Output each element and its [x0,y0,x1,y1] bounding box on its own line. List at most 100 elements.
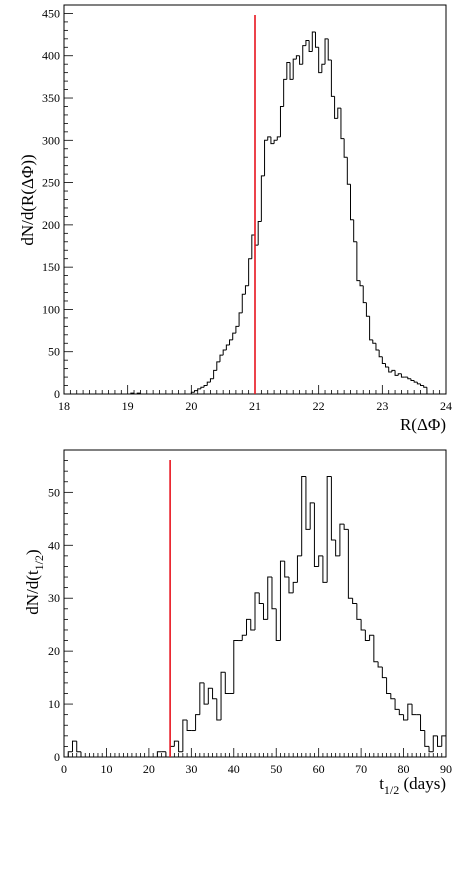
histogram-bin [139,393,144,395]
histogram-bin [416,382,421,385]
x-tick-label: 20 [143,762,155,776]
histogram-bin [386,677,391,694]
histogram-bin [267,576,272,620]
histogram-bin [318,555,323,567]
histogram-bin [350,184,354,221]
histogram-bin [428,746,434,753]
histogram-bin [360,619,366,631]
x-axis-label: t1/2 (days) [379,774,446,797]
histogram-bin [365,302,370,317]
chart-half-life: 0 10 20 30 40 50 60 70 80 90 0 10 20 30 40 50 t1/2 (days… [23,449,452,797]
y-tick-label: 200 [42,218,60,232]
y-tick-label: 20 [48,644,60,658]
histogram-bin [441,735,446,747]
histogram-bin [173,740,179,747]
histogram-bin [321,63,326,73]
histogram-bin [224,672,230,694]
histogram-bin [335,539,340,557]
histogram-bin [302,45,306,65]
histogram-bin [394,698,400,710]
histogram-bin [190,391,195,394]
histogram-bin [390,693,396,700]
histogram-bin [186,719,192,732]
x-tick-label: 18 [58,399,70,413]
histogram-bin [337,107,341,119]
histogram-bin [292,581,298,593]
histogram-bin [200,386,205,389]
histogram-bin [254,592,260,630]
histogram-bin [286,62,291,80]
y-tick-label: 400 [42,49,60,63]
histogram-bin [216,361,220,371]
x-tick-label: 70 [355,762,367,776]
histogram-bin [260,175,265,222]
histogram-bin [311,31,316,52]
y-tick-label: 350 [42,91,60,105]
histogram-bin [71,740,77,752]
histogram-bin [362,285,367,304]
histogram-bin [424,730,430,747]
histogram-bin [334,96,338,119]
histogram-bin [432,735,438,752]
histogram-bin [209,378,214,383]
x-tick-label: 10 [100,762,112,776]
x-tick-label: 60 [313,762,325,776]
y-tick-label: 0 [54,387,60,401]
histogram-bin [330,59,335,97]
histogram-bin [165,751,171,758]
histogram-bin [373,635,379,663]
histogram-bin [203,682,209,705]
chart-r-delta-phi: 18 19 20 21 22 23 24 0 50 100 150 200 250 300 350 400 45… [18,4,452,434]
y-tick-label: 300 [42,133,60,147]
histogram-bin [397,373,402,376]
histogram-bin [377,661,383,668]
histogram-bin [381,356,386,365]
y-tick-label: 100 [42,302,60,316]
histogram-bin [233,640,239,694]
x-tick-label: 90 [440,762,452,776]
histogram-bin [423,385,427,388]
histogram-bin [359,280,364,287]
y-tick-label: 50 [48,485,60,499]
histogram-bin [326,475,332,583]
histogram-bin [403,714,408,721]
x-tick-label: 30 [185,762,197,776]
histogram-bin [410,378,415,381]
histogram-bin [197,388,201,391]
histogram-bin [276,136,281,141]
histogram-bin [292,58,297,80]
histogram-bin [194,390,198,393]
histogram-bin [264,139,268,176]
histogram-bin [381,667,387,679]
histogram-bin [343,524,349,530]
x-tick-label: 40 [228,762,240,776]
histogram-bin [364,629,370,642]
histogram-bin [330,476,336,541]
histogram-bin [182,719,188,752]
histogram-bin [67,751,73,757]
histogram-bin [270,136,275,145]
histogram-bin [388,366,392,373]
histogram-bin [284,561,289,578]
histogram-bin [229,339,233,345]
histogram-bin [289,62,294,80]
histogram-bin [279,105,284,137]
histogram-bin [251,234,255,259]
histogram-bin [257,220,262,246]
histogram-bin [347,529,353,599]
histogram-bin [241,634,247,641]
y-tick-label: 40 [48,538,60,552]
histogram-bin [356,603,362,620]
histogram-bin [322,555,328,583]
x-tick-label: 50 [270,762,282,776]
histogram-bin [391,369,396,373]
histogram-bin [244,285,249,295]
x-tick-label: 21 [249,399,261,413]
histogram-bin [220,671,226,720]
histogram-bin [327,38,332,61]
histogram-bin [238,312,243,327]
histogram-bin [212,688,217,700]
histogram-bin [356,241,361,282]
histogram-bin [207,687,213,705]
histogram-bin [206,381,211,386]
